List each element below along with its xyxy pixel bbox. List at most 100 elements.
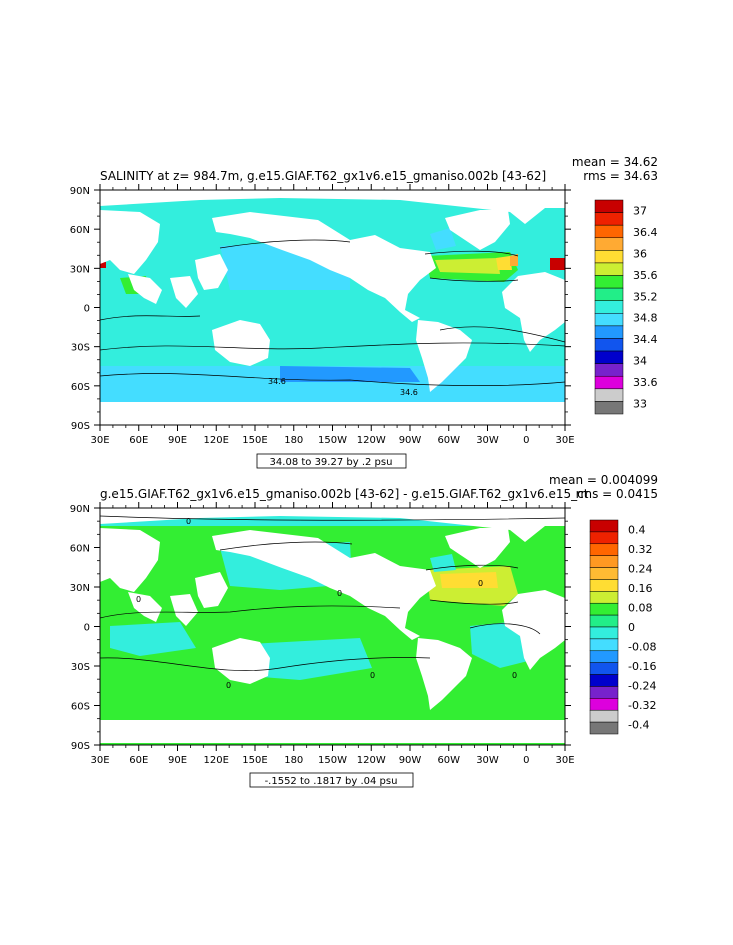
x-tick-label: 30E	[90, 755, 109, 766]
panel1-labrador	[430, 228, 456, 250]
colorbar-swatch	[594, 275, 624, 289]
panel2-contour-label-7: 0	[478, 579, 483, 588]
panel2-contour-label-4: 0	[226, 681, 231, 690]
colorbar-swatch	[594, 237, 624, 251]
x-tick-label: 90W	[399, 435, 422, 446]
colorbar-label: -0.08	[628, 640, 656, 653]
y-tick-label: 60N	[70, 544, 90, 555]
x-tick-label: 120E	[204, 435, 229, 446]
colorbar-label: 34.4	[633, 333, 658, 346]
panel2-contour-label-1: 0	[186, 517, 191, 526]
colorbar-label: 33	[633, 397, 647, 410]
x-tick-label: 180	[284, 755, 303, 766]
colorbar-swatch	[594, 300, 624, 314]
colorbar-swatch	[589, 591, 619, 604]
panel-salinity: SALINITY at z= 984.7m, g.e15.GIAF.T62_gx…	[70, 155, 658, 469]
x-tick-label: 150W	[318, 755, 347, 766]
panel1-contour-label-1: 34.6	[268, 377, 286, 386]
colorbar-label: 35.2	[633, 290, 658, 303]
colorbar-swatch	[594, 250, 624, 264]
y-tick-label: 90N	[70, 504, 90, 515]
colorbar-label: 33.6	[633, 376, 658, 389]
panel1-colorbar: 37 36.4 36 35.6 35.2 34.8 34.4 34 33.6 33	[594, 199, 658, 415]
panel2-spac-neg	[250, 638, 372, 680]
panel1-title: SALINITY at z= 984.7m, g.e15.GIAF.T62_gx…	[100, 169, 546, 183]
colorbar-swatch	[589, 567, 619, 580]
x-tick-label: 60E	[129, 435, 148, 446]
x-tick-label: 90E	[168, 435, 187, 446]
colorbar-label: -0.4	[628, 718, 649, 731]
colorbar-label: -0.32	[628, 699, 656, 712]
x-tick-label: 30E	[555, 755, 574, 766]
panel2-y-axis: 90N 60N 30N 0 30S 60S 90S	[70, 504, 571, 752]
y-tick-label: 60N	[70, 225, 90, 236]
y-tick-label: 60S	[71, 382, 90, 393]
colorbar-label: 0	[628, 621, 635, 634]
colorbar-swatch	[594, 363, 624, 377]
x-tick-label: 30W	[476, 755, 499, 766]
panel1-rms: rms = 34.63	[583, 169, 658, 183]
colorbar-swatch	[589, 531, 619, 545]
x-tick-label: 150E	[242, 755, 267, 766]
colorbar-swatch	[594, 224, 624, 239]
y-tick-label: 90S	[71, 741, 90, 752]
colorbar-swatch	[589, 638, 619, 652]
colorbar-swatch	[589, 602, 619, 616]
colorbar-swatch	[589, 721, 619, 735]
colorbar-swatch	[594, 350, 624, 364]
colorbar-label: -0.24	[628, 679, 656, 692]
panel2-mean: mean = 0.004099	[549, 473, 658, 487]
y-tick-label: 30N	[70, 583, 90, 594]
y-tick-label: 90N	[70, 186, 90, 197]
x-tick-label: 30E	[555, 435, 574, 446]
x-tick-label: 90E	[168, 755, 187, 766]
colorbar-label: 34.8	[633, 312, 658, 325]
colorbar-swatch	[594, 287, 624, 301]
panel1-natl-max	[496, 256, 512, 270]
colorbar-label: 0.16	[628, 582, 653, 595]
colorbar-swatch	[589, 626, 619, 640]
x-tick-label: 90W	[399, 755, 422, 766]
x-tick-label: 150W	[318, 435, 347, 446]
colorbar-label: 36	[633, 248, 647, 261]
y-tick-label: 0	[84, 304, 90, 315]
panel1-range-label: 34.08 to 39.27 by .2 psu	[270, 457, 393, 468]
panel1-mean: mean = 34.62	[572, 155, 658, 169]
y-tick-label: 0	[84, 623, 90, 634]
panel2-labrador	[430, 554, 456, 572]
panel1-y-axis: 90N 60N 30N 0 30S 60S 90S	[70, 186, 571, 432]
panel-difference: g.e15.GIAF.T62_gx1v6.e15_gmaniso.002b [4…	[70, 473, 658, 788]
panel2-natl-max	[440, 572, 498, 588]
colorbar-swatch	[589, 519, 619, 533]
colorbar-swatch	[589, 662, 619, 675]
panel2-contour-label-2: 0	[337, 589, 342, 598]
panel1-contour-label-2: 34.6	[400, 388, 418, 397]
colorbar-swatch	[594, 388, 624, 402]
panel1-x-axis: 30E 60E 90E 120E 150E 180 150W 120W 90W 60W 30W 0 30…	[90, 184, 575, 446]
y-tick-label: 90S	[71, 421, 90, 432]
panel2-contour-label-5: 0	[512, 671, 517, 680]
x-tick-label: 60E	[129, 755, 148, 766]
colorbar-swatch	[589, 674, 619, 687]
colorbar-swatch	[594, 313, 624, 327]
panel2-title: g.e15.GIAF.T62_gx1v6.e15_gmaniso.002b [4…	[100, 487, 589, 501]
panel1-natl-yellow	[435, 258, 500, 274]
panel2-x-axis: 30E 60E 90E 120E 150E 180 150W 120W 90W 60W 30W 0 30…	[90, 502, 575, 766]
colorbar-label: 0.4	[628, 524, 646, 537]
panel1-red-sea-edge	[100, 262, 106, 268]
panel2-rms: rms = 0.0415	[576, 487, 658, 501]
colorbar-swatch	[594, 262, 624, 276]
x-tick-label: 30W	[476, 435, 499, 446]
panel1-contours	[100, 239, 565, 386]
panel2-contour-label-6: 0	[136, 595, 141, 604]
colorbar-label: 35.6	[633, 269, 658, 282]
panel2-colorbar: 0.4 0.32 0.24 0.16 0.08 0 -0.08 -0.16 -0.24 -0.32…	[589, 519, 656, 735]
colorbar-label: 0.24	[628, 563, 653, 576]
x-tick-label: 120E	[204, 755, 229, 766]
y-tick-label: 30N	[70, 264, 90, 275]
x-tick-label: 60W	[437, 435, 460, 446]
colorbar-label: 0.08	[628, 602, 653, 615]
x-tick-label: 0	[523, 755, 529, 766]
panel2-contours	[100, 515, 565, 671]
x-tick-label: 150E	[242, 435, 267, 446]
